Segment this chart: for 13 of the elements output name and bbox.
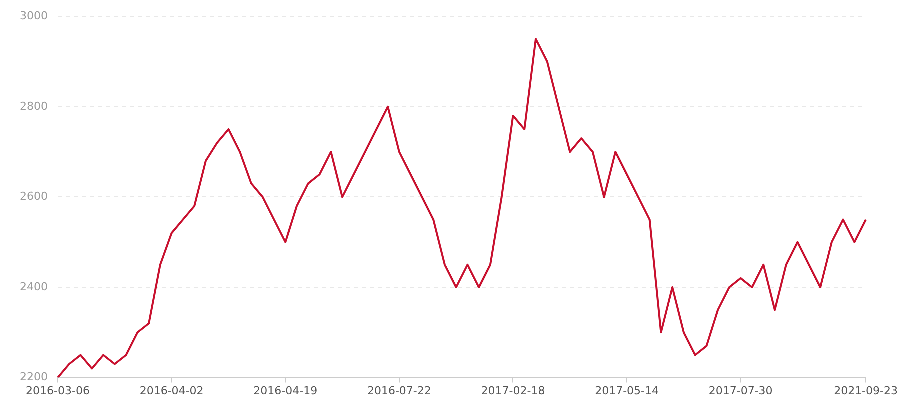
x-tick-label: 2021-09-23	[834, 384, 898, 398]
x-tick-label: 2017-02-18	[481, 384, 546, 398]
y-tick-label: 2400	[20, 280, 48, 294]
y-tick-label: 3000	[20, 9, 48, 22]
y-tick-label: 2600	[20, 190, 48, 204]
y-tick-label: 2800	[20, 100, 48, 113]
x-tick-label: 2016-03-06	[26, 384, 90, 398]
x-tick-label: 2016-07-22	[367, 384, 432, 398]
y-tick-label: 2200	[20, 370, 48, 384]
x-tick-label: 2017-05-14	[595, 384, 660, 398]
x-tick-label: 2016-04-19	[254, 384, 318, 398]
x-tick-label: 2017-07-30	[708, 384, 773, 398]
x-tick-label: 2016-04-02	[140, 384, 204, 398]
